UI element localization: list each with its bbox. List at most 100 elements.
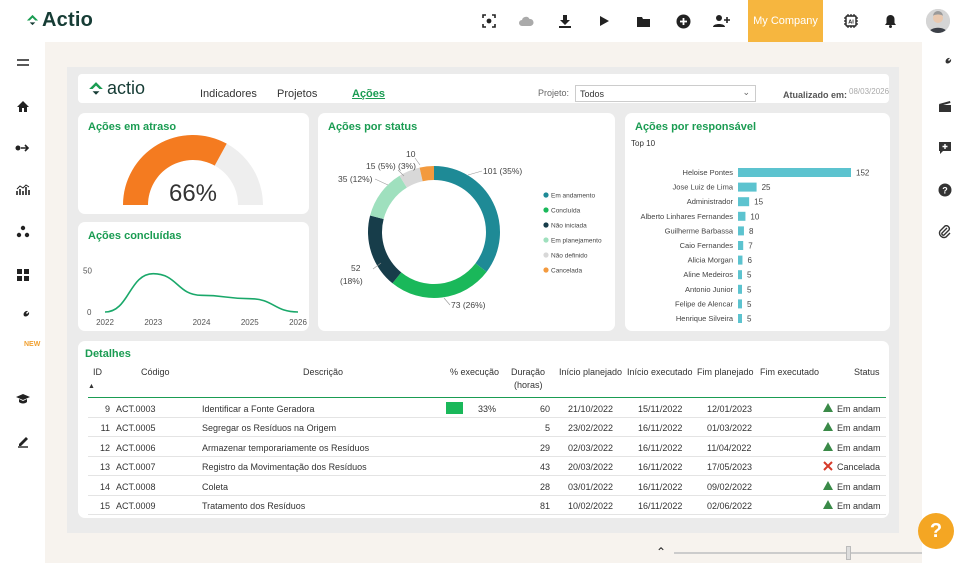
flow-icon[interactable]: [12, 138, 34, 158]
cell-dur: 43: [539, 462, 550, 473]
svg-text:AI: AI: [848, 20, 854, 26]
tab-indicadores[interactable]: Indicadores: [200, 88, 257, 100]
menu-icon[interactable]: [12, 53, 34, 73]
donut-slice: [370, 175, 407, 220]
zoom-slider[interactable]: [674, 552, 922, 554]
responsavel-card: Ações por responsável Top 10 Heloise Pon…: [625, 113, 890, 331]
cell-ie: 15/11/2022: [638, 404, 683, 414]
table-row[interactable]: 11 ACT.0005 Segregar os Resíduos na Origem…: [88, 418, 886, 438]
wrench-icon[interactable]: [934, 54, 956, 74]
x-tick-label: 2024: [193, 318, 211, 327]
sign-icon[interactable]: [12, 432, 34, 452]
bar: [738, 182, 757, 192]
right-sidebar: ?: [922, 42, 968, 563]
brand-logo[interactable]: Actio: [26, 9, 93, 32]
col-fim-planejado[interactable]: Fim planejado: [697, 367, 754, 377]
col-fim-executado[interactable]: Fim executado: [760, 367, 820, 377]
download-icon[interactable]: [555, 11, 575, 31]
cell-id: 14: [99, 481, 110, 492]
cloud-icon[interactable]: [516, 11, 536, 31]
zoom-slider-thumb[interactable]: [846, 546, 851, 560]
project-select-value: Todos: [580, 89, 605, 99]
add-user-icon[interactable]: [712, 11, 732, 31]
col-descricao[interactable]: Descrição: [303, 367, 344, 377]
concluidas-line-chart: 50 0 2022 2023 2024 2025 2026: [83, 266, 307, 327]
clapperboard-icon[interactable]: [934, 96, 956, 116]
bell-icon[interactable]: [880, 11, 900, 31]
table-row[interactable]: 15 ACT.0009 Tratamento dos Resíduos 81 10/02…: [88, 496, 886, 515]
tab-projetos[interactable]: Projetos: [277, 88, 318, 100]
add-circle-icon[interactable]: [673, 11, 693, 31]
updated-value: 08/03/2026: [849, 87, 890, 96]
table-row[interactable]: 12 ACT.0006 Armazenar temporariamente os R…: [88, 438, 886, 457]
leader-line: [443, 297, 451, 306]
paperclip-icon[interactable]: [934, 222, 956, 242]
legend-marker: [543, 237, 549, 243]
graduation-cap-icon[interactable]: [12, 389, 34, 409]
company-button[interactable]: My Company: [748, 0, 823, 42]
comment-add-icon[interactable]: [934, 138, 956, 158]
gauge-fill: [123, 135, 227, 205]
col-inicio-planejado[interactable]: Início planejado: [559, 367, 623, 377]
project-select[interactable]: Todos ⌄: [575, 85, 756, 102]
help-button[interactable]: ?: [918, 513, 954, 549]
sort-up-icon[interactable]: ▲: [88, 383, 95, 390]
concluidas-card: Ações concluídas 50 0 2022 2023 2024 2025 2026: [78, 222, 309, 331]
col-status[interactable]: Status: [854, 367, 880, 377]
bar-category-label: Administrador: [687, 197, 734, 206]
legend-label: Concluída: [551, 208, 581, 215]
top-bar: Actio My Company AI: [0, 0, 968, 42]
chevron-up-icon[interactable]: ⌃: [656, 545, 667, 559]
scan-icon[interactable]: [479, 11, 499, 31]
gauge-title: Ações em atraso: [88, 121, 177, 133]
cell-ip: 20/03/2022: [568, 462, 614, 473]
bar-category-label: Jose Luiz de Lima: [673, 183, 734, 192]
donut-slice: [434, 166, 500, 272]
responsavel-title: Ações por responsável: [635, 121, 757, 133]
chevron-down-icon: ⌄: [742, 87, 750, 97]
col-duracao[interactable]: Duração: [511, 367, 546, 377]
bar: [738, 211, 746, 221]
actio-logo-icon: [26, 14, 39, 26]
bar-category-label: Alberto Linhares Fernandes: [640, 212, 733, 221]
ai-chip-icon[interactable]: AI: [841, 11, 861, 31]
details-card: Detalhes ID ▲ Código Descrição % execuçã…: [78, 341, 889, 518]
status-ok-icon: [823, 422, 833, 433]
help-circle-icon[interactable]: ?: [934, 180, 956, 200]
col-codigo[interactable]: Código: [141, 367, 170, 377]
donut-data-label: 35 (12%): [338, 174, 373, 184]
col-inicio-executado[interactable]: Início executado: [627, 367, 693, 377]
bar-category-label: Heloise Pontes: [683, 168, 734, 177]
nodes-icon[interactable]: [12, 222, 34, 242]
cell-code: ACT.0003: [116, 404, 156, 414]
responsavel-bar-chart: Heloise Pontes 152 Jose Luiz de Lima 25 Admi…: [640, 168, 870, 324]
col-duracao-unit: (horas): [514, 380, 543, 390]
cell-pct: 33%: [477, 404, 496, 414]
execution-bar: [446, 402, 463, 414]
cell-ie: 16/11/2022: [638, 462, 683, 473]
avatar[interactable]: [926, 9, 950, 33]
legend-label: Em planejamento: [551, 238, 602, 245]
new-badge: NEW: [24, 341, 41, 348]
table-row[interactable]: 14 ACT.0008 Coleta 28 03/01/2022 16/11/2022 09…: [88, 477, 886, 496]
play-icon[interactable]: [594, 11, 614, 31]
col-id[interactable]: ID: [93, 367, 102, 377]
home-icon[interactable]: [12, 96, 34, 116]
legend-label: Não iniciada: [551, 223, 587, 230]
cell-fp: 02/06/2022: [707, 501, 753, 511]
folder-icon[interactable]: [633, 11, 653, 31]
cell-status: Em andam: [837, 423, 881, 434]
brand-name: Actio: [42, 9, 93, 31]
table-row[interactable]: 13 ACT.0007 Registro da Movimentação dos R…: [88, 457, 886, 477]
col-execucao[interactable]: % execução: [450, 367, 500, 377]
tab-acoes[interactable]: Ações: [352, 88, 386, 100]
donut-data-label: (18%): [340, 276, 363, 286]
report-logo-text: actio: [107, 78, 146, 98]
analytics-icon[interactable]: [12, 180, 34, 200]
wrench-icon[interactable]: [12, 307, 34, 327]
grid-icon[interactable]: [12, 265, 34, 285]
donut-slice: [392, 263, 487, 298]
project-label: Projeto:: [538, 88, 570, 98]
table-row[interactable]: 9 ACT.0003 Identificar a Fonte Geradora 60 2…: [88, 399, 886, 418]
donut-data-label: 73 (26%): [451, 300, 486, 310]
